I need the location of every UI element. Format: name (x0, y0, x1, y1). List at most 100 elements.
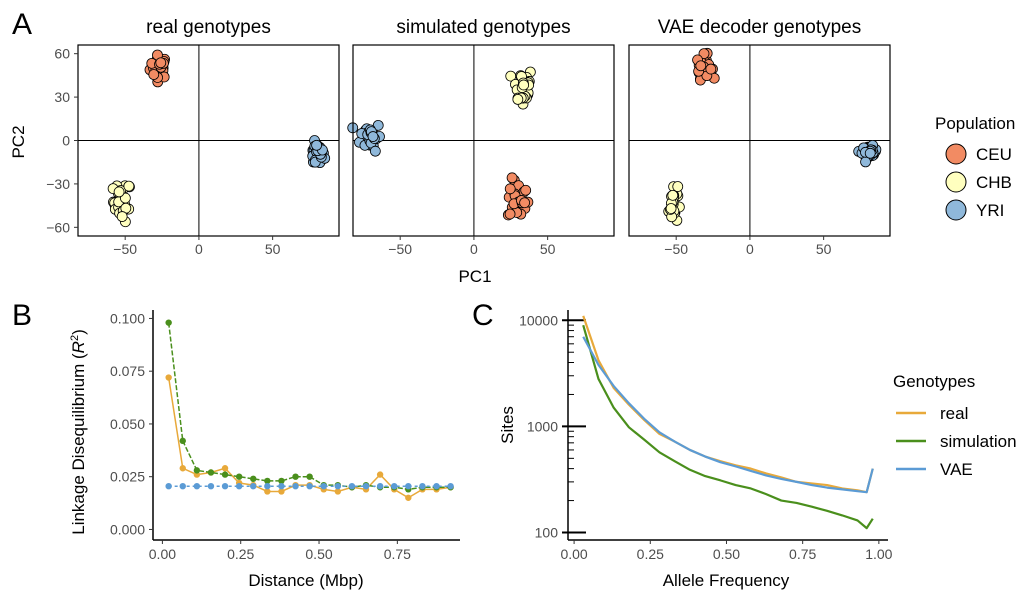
x-tick-label: 0.75 (384, 546, 411, 562)
point-VAE (193, 482, 201, 490)
point-chb (672, 181, 684, 192)
x-tick-label: −50 (388, 241, 412, 257)
pca-y-axis-label: PC2 (9, 125, 28, 158)
y-tick-label: 10000 (519, 312, 558, 328)
point-VAE (362, 482, 370, 490)
point-VAE (165, 482, 172, 490)
point-chb (518, 79, 530, 91)
point-VAE (419, 482, 426, 490)
point-VAE (278, 482, 285, 490)
sfs-chart: 100 1000 10000 0.00 0.25 0.50 0.75 1.00 (519, 310, 893, 562)
panel-letter-a: A (12, 8, 32, 41)
panel-letter-c: C (472, 299, 494, 332)
panel-frame (628, 44, 891, 237)
point-simulation (250, 475, 257, 483)
point-simulation (264, 477, 271, 485)
point-ceu (520, 184, 532, 196)
point-VAE (264, 482, 271, 490)
y-tick-label: 0.100 (110, 310, 145, 326)
point-VAE (433, 482, 440, 490)
y-tick-label: 0.075 (110, 363, 145, 379)
point-chb (123, 180, 135, 192)
legend-label-simulation: simulation (940, 432, 1017, 451)
point-chb (665, 203, 677, 214)
x-tick-label: 0.25 (637, 546, 664, 562)
series-line-simulation (582, 324, 874, 530)
legend-label-chb: CHB (976, 173, 1012, 192)
pca-panel-3: VAE decoder genotypes −50 0 50 (628, 17, 891, 257)
pca-panel-title: simulated genotypes (396, 17, 570, 38)
legend-key-ceu (945, 143, 967, 165)
point-chb (667, 189, 679, 201)
point-ceu (506, 172, 518, 184)
point-VAE (334, 482, 342, 490)
point-VAE (376, 482, 384, 490)
y-tick-label: 100 (535, 525, 559, 541)
legend-label-ceu: CEU (976, 145, 1012, 164)
ld-y-axis-label: Linkage Disequilibrium (R2) (69, 329, 88, 535)
y-tick-label: 1000 (527, 418, 558, 434)
x-tick-label: 0.50 (305, 546, 332, 562)
x-tick-label: 0.50 (713, 546, 740, 562)
x-tick-label: 1.00 (865, 546, 892, 562)
pca-panel-2: simulated genotypes −50 0 50 (347, 17, 615, 257)
y-tick-label: −60 (46, 219, 70, 235)
point-real (179, 465, 186, 472)
y-tick-label: 0 (62, 133, 70, 149)
population-legend-title: Population (935, 114, 1015, 133)
pca-panel-1: real genotypes −50 0 50 −60 −30 0 30 60 (46, 17, 340, 257)
legend-label-yri: YRI (976, 201, 1004, 220)
series-line-real (582, 315, 874, 494)
population-legend: Population CEU CHB YRI (935, 114, 1015, 221)
point-simulation (235, 473, 243, 480)
point-yri (864, 147, 876, 159)
point-ceu (705, 63, 717, 75)
point-VAE (306, 482, 313, 490)
point-VAE (221, 482, 229, 490)
point-VAE (391, 482, 398, 490)
point-chb (116, 211, 128, 222)
pca-panels: real genotypes −50 0 50 −60 −30 0 30 60 simulated… (46, 17, 891, 257)
point-chb (512, 93, 524, 105)
x-tick-label: 50 (816, 241, 832, 257)
point-VAE (179, 482, 186, 490)
point-real (405, 494, 412, 501)
legend-label-real: real (940, 404, 968, 423)
point-VAE (235, 482, 243, 490)
genotypes-legend: Genotypes real simulation VAE (893, 372, 1017, 479)
y-tick-label: 0.025 (110, 469, 145, 485)
x-tick-label: 0 (195, 241, 203, 257)
point-real (165, 374, 172, 381)
point-real (334, 488, 342, 495)
legend-key-yri (945, 199, 967, 221)
x-tick-label: 0 (470, 241, 478, 257)
y-tick-label: −30 (46, 176, 70, 192)
ld-x-axis-label: Distance (Mbp) (248, 571, 363, 590)
point-ceu (504, 208, 516, 220)
point-ceu (695, 60, 707, 72)
sfs-x-axis-label: Allele Frequency (663, 571, 790, 590)
series-line-VAE (582, 336, 874, 494)
point-yri (367, 131, 379, 142)
point-simulation (193, 467, 201, 474)
legend-label-VAE: VAE (940, 460, 973, 479)
x-tick-label: 0.75 (789, 546, 816, 562)
legend-key-chb (945, 171, 967, 193)
panel-letter-b: B (12, 299, 32, 332)
pca-x-axis-label: PC1 (458, 267, 491, 286)
x-tick-label: 0.00 (560, 546, 587, 562)
point-yri (369, 145, 381, 157)
point-ceu (504, 183, 516, 195)
point-simulation (207, 469, 215, 476)
point-simulation (278, 477, 285, 485)
x-tick-label: 50 (265, 241, 281, 257)
sfs-y-axis-label: Sites (498, 406, 517, 444)
point-VAE (250, 482, 257, 490)
point-VAE (447, 482, 454, 490)
point-real (278, 488, 285, 495)
point-VAE (207, 482, 215, 490)
x-tick-label: 0 (746, 241, 754, 257)
point-simulation (221, 471, 229, 478)
point-real (376, 471, 384, 478)
